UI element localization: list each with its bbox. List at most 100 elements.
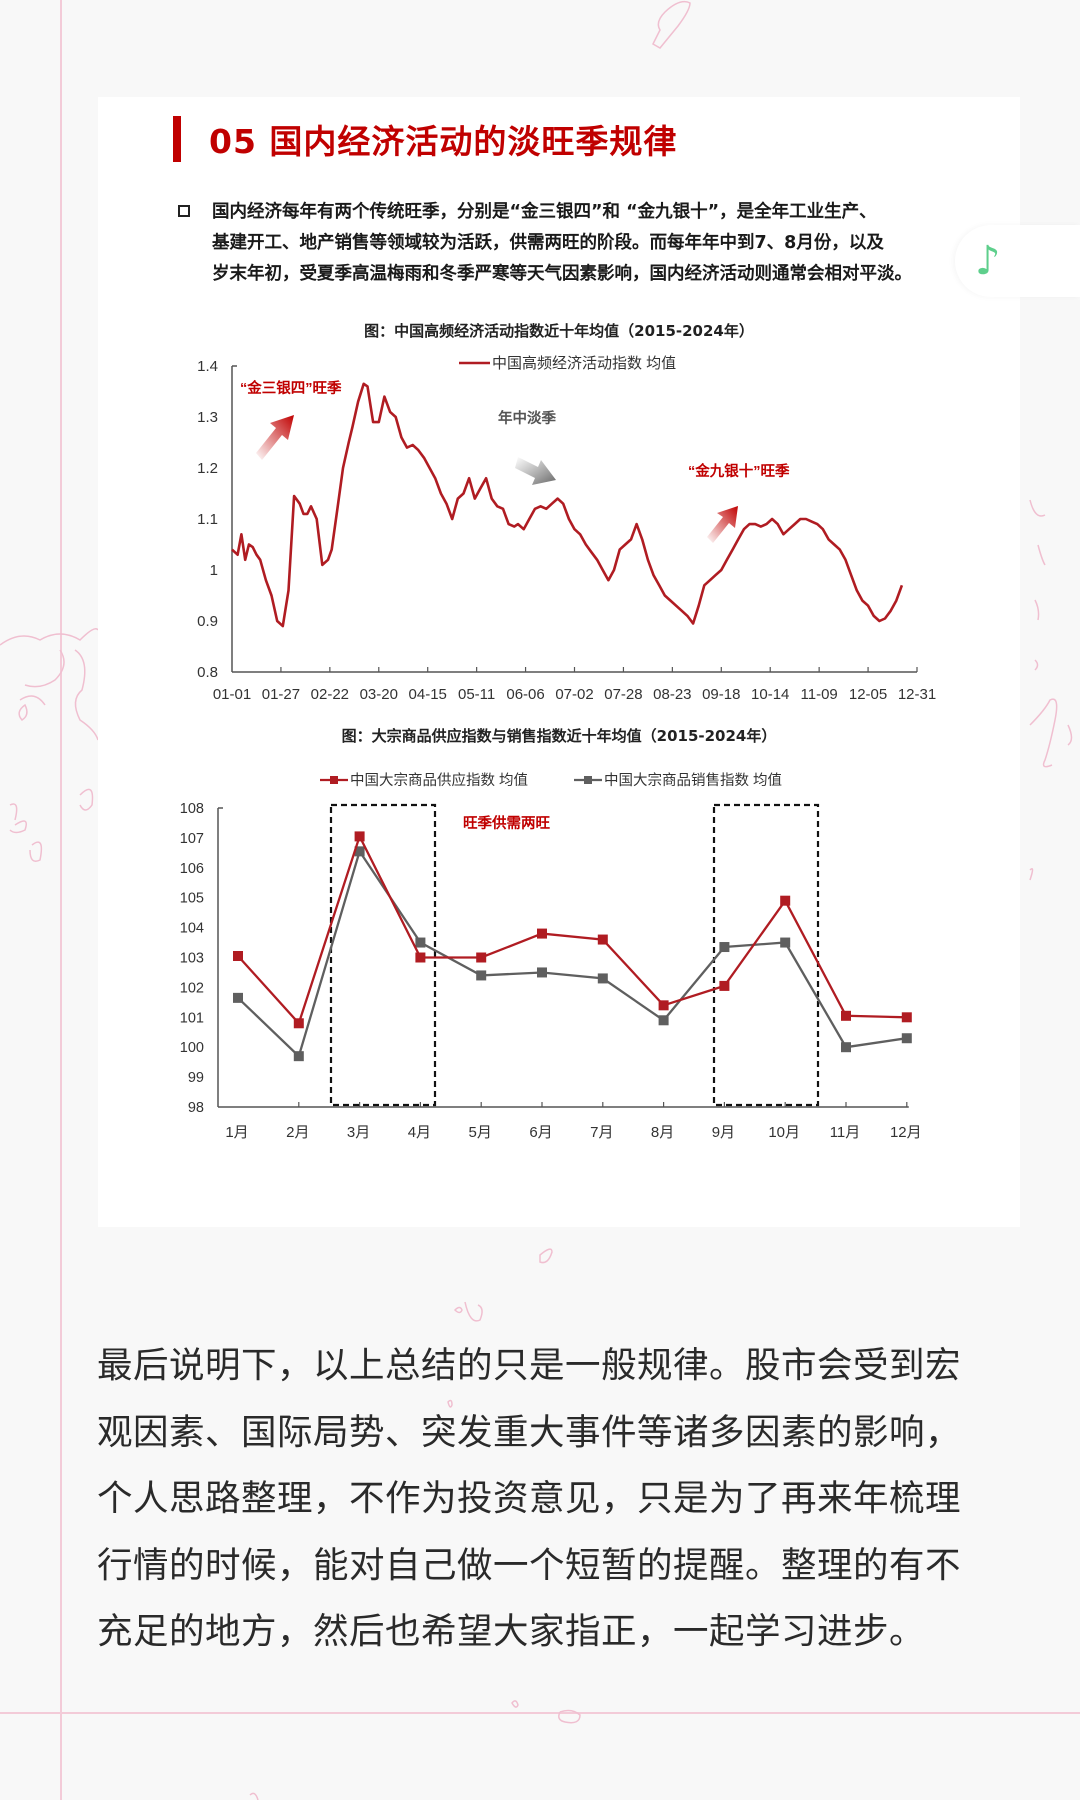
chart2-x-tick-label: 11月 [830,1124,861,1141]
chart2-y-tick-label: 105 [180,891,204,907]
chart2-x-tick-label: 1月 [225,1124,248,1141]
square-marker-icon [780,895,791,906]
chart2-highlight-box-spring [329,803,437,1107]
chart1-x-tick-label: 01-27 [262,686,300,703]
square-marker-icon [293,1018,304,1029]
square-marker-icon [719,980,730,991]
chart2-x-tick-label: 2月 [286,1124,309,1141]
bullet-line: 岁末年初，受夏季高温梅雨和冬季严寒等天气因素影响，国内经济活动则通常会相对平淡。 [212,264,912,284]
square-marker-icon [354,846,365,857]
square-marker-icon [901,1033,912,1044]
charts-canvas: 1.4 1.3 1.2 1.1 1 0.9 0.8 01-01 01-27 02-22 03-20 0… [180,355,936,1141]
chart2-highlight-box-autumn [712,803,820,1107]
square-marker-icon [476,952,487,963]
square-marker-icon [537,967,547,978]
chart2-y-tick-label: 101 [180,1010,204,1026]
chart1-y-tick-label: 1.1 [197,511,218,528]
chart1-y-tick-label: 1.3 [197,409,218,426]
chart1-x-tick-label: 05-11 [458,686,495,703]
slide-image-card: 05 国内经济活动的淡旺季规律 国内经济每年有两个传统旺季，分别是“金三银四”和… [98,97,1020,1227]
square-marker-icon [780,937,791,948]
chart1-title: 图：中国高频经济活动指数近十年均值（2015-2024年） [364,322,754,340]
chart1-series-line [231,382,904,628]
chart1-x-tick-label: 09-18 [702,686,740,703]
square-marker-icon [476,970,487,981]
chart1-x-tick-label: 11-09 [801,686,838,703]
chart2-y-tick-label: 102 [180,980,204,996]
slide-title: 05 国内经济活动的淡旺季规律 [209,122,678,161]
square-marker-icon [293,1051,304,1062]
chart2-x-tick-label: 3月 [347,1124,370,1141]
square-marker-icon [841,1010,851,1021]
bullet-text: 国内经济每年有两个传统旺季，分别是“金三银四”和 “金九银十”，是全年工业生产、… [212,197,978,290]
chart2-x-tick-label: 4月 [408,1124,431,1141]
chart2-sales-line [237,848,907,1059]
chart2-legend-label-sales: 中国大宗商品销售指数 均值 [604,772,782,789]
chart2-y-tick-label: 99 [188,1070,204,1086]
paragraph-line: 观因素、国际局势、突发重大事件等诸多因素的影响， [97,1411,962,1453]
chart2-annotation: 旺季供需两旺 [463,814,550,832]
square-marker-icon [537,928,547,939]
square-marker-icon [719,942,730,953]
paragraph-line: 充足的地方，然后也希望大家指正，一起学习进步。 [97,1611,926,1652]
chart2-y-tick-label: 107 [180,831,204,847]
square-marker-icon [233,992,243,1003]
music-note-icon: ♪ [975,238,1001,284]
square-marker-icon [841,1042,851,1053]
bullet-line: 国内经济每年有两个传统旺季，分别是“金三银四”和 “金九银十”，是全年工业生产、 [212,202,877,222]
page-margin-line [60,0,62,1800]
bullet-block: 国内经济每年有两个传统旺季，分别是“金三银四”和 “金九银十”，是全年工业生产、… [178,197,978,290]
paragraph-line: 行情的时候，能对自己做一个短暂的提醒。整理的有不 [97,1544,962,1586]
chart2-x-tick-label: 6月 [529,1124,552,1141]
chart2-x-tick-label: 5月 [469,1124,492,1141]
square-bullet-icon [178,205,190,217]
chart1-x-tick-label: 12-31 [898,686,936,703]
square-marker-icon [330,776,338,784]
chart2-title: 图：大宗商品供应指数与销售指数近十年均值（2015-2024年） [341,727,777,745]
square-marker-icon [354,831,365,842]
chart2-y-tick-label: 108 [180,801,204,817]
chart2-legend-label-supply: 中国大宗商品供应指数 均值 [350,771,528,789]
paragraph-line: 个人思路整理，不作为投资意见，只是为了再来年梳理 [97,1478,962,1519]
bullet-line: 基建开工、地产销售等领域较为活跃，供需两旺的阶段。而每年年中到7、8月份，以及 [212,233,884,253]
chart2-y-tick-label: 98 [188,1100,204,1116]
chart1-x-tick-label: 07-02 [555,686,593,703]
chart2-y-tick-label: 103 [180,951,204,967]
chart2-y-tick-label: 100 [180,1040,204,1056]
chart2-x-tick-label: 12月 [890,1124,922,1141]
chart1-x-tick-label: 08-23 [653,686,691,703]
square-marker-icon [233,951,243,962]
down-right-arrow-icon [515,457,556,485]
chart1-y-tick-label: 1.2 [197,460,218,477]
music-player-button[interactable]: ♪ [955,225,1080,297]
square-marker-icon [901,1012,912,1023]
chart2-x-tick-label: 9月 [712,1124,735,1141]
chart1-x-tick-label: 03-20 [360,686,398,703]
chart1-x-tick-label: 06-06 [506,686,544,703]
chart1-x-tick-label: 12-05 [849,686,887,703]
title-accent-bar [173,116,181,162]
chart1-x-tick-label: 07-28 [604,686,642,703]
square-marker-icon [415,952,426,963]
chart2-x-tick-label: 8月 [651,1124,674,1141]
chart1-y-tick-label: 0.9 [197,613,218,630]
square-marker-icon [658,1000,669,1011]
closing-paragraph: 最后说明下，以上总结的只是一般规律。股市会受到宏 观因素、国际局势、突发重大事件… [97,1333,1027,1666]
chart2-x-tick-label: 10月 [768,1124,800,1141]
chart1-x-tick-label: 04-15 [409,686,447,703]
chart1-y-tick-label: 0.8 [197,664,218,681]
page-divider-line [0,1712,1080,1714]
up-arrow-icon [707,506,738,543]
chart1-y-tick-label: 1.4 [197,358,218,375]
square-marker-icon [597,934,608,945]
square-marker-icon [415,937,426,948]
square-marker-icon [658,1015,669,1026]
chart1-annotation-spring: “金三银四”旺季 [240,379,342,397]
chart1-x-tick-label: 01-01 [213,686,251,703]
chart1-annotation-autumn: “金九银十”旺季 [688,462,790,480]
square-marker-icon [584,776,592,784]
up-arrow-icon [256,415,294,460]
chart1-y-tick-label: 1 [210,562,218,579]
chart2-supply-line [237,833,907,1026]
chart2-y-tick-label: 104 [180,921,204,937]
